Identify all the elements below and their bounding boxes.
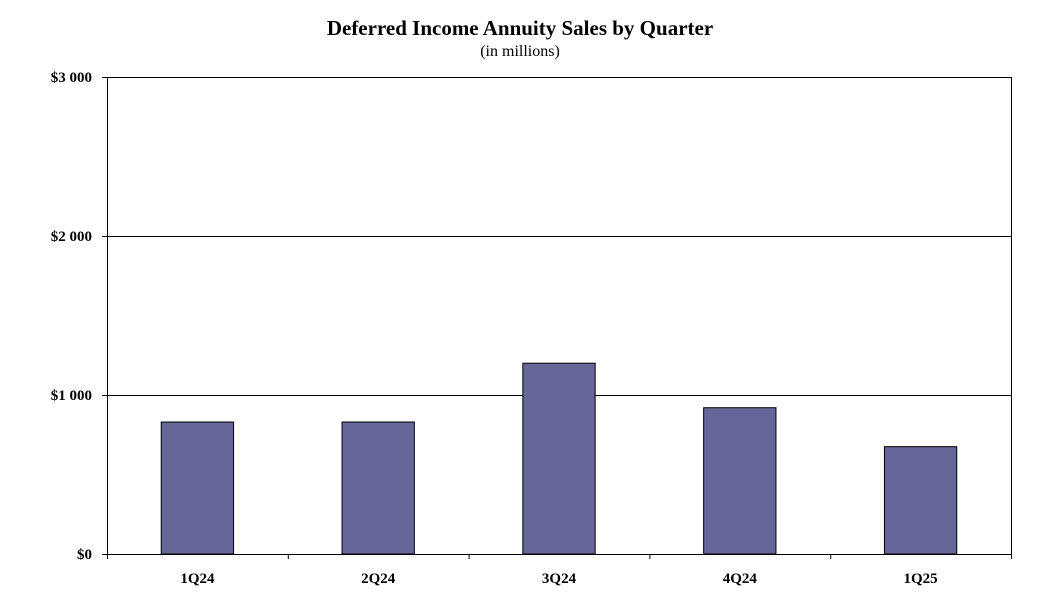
axes [102,77,1012,559]
x-tick-label: 1Q25 [904,571,938,587]
y-tick-label: $1 000 [51,388,92,404]
bar-3q24 [522,362,596,555]
chart-title: Deferred Income Annuity Sales by Quarter [326,16,714,40]
x-tick-label: 2Q24 [361,571,396,587]
y-tick-label: $0 [77,547,92,563]
bars [160,362,958,555]
y-tick-label: $2 000 [51,229,92,245]
gridlines [107,77,1011,396]
chart-subtitle: (in millions) [480,43,560,60]
y-tick-labels: $0 $1 000 $2 000 $3 000 [51,70,92,563]
x-tick-label: 1Q24 [180,571,215,587]
x-tick-label: 3Q24 [542,571,577,587]
bar-2q24 [341,421,415,555]
y-tick-label: $3 000 [51,70,92,86]
x-tick-labels: 1Q24 2Q24 3Q24 4Q24 1Q25 [180,571,937,587]
plot-frame [107,77,1012,555]
bar-4q24 [703,407,777,555]
x-tick-label: 4Q24 [723,571,758,587]
bar-1q24 [160,421,235,555]
bar-1q25 [883,446,958,555]
